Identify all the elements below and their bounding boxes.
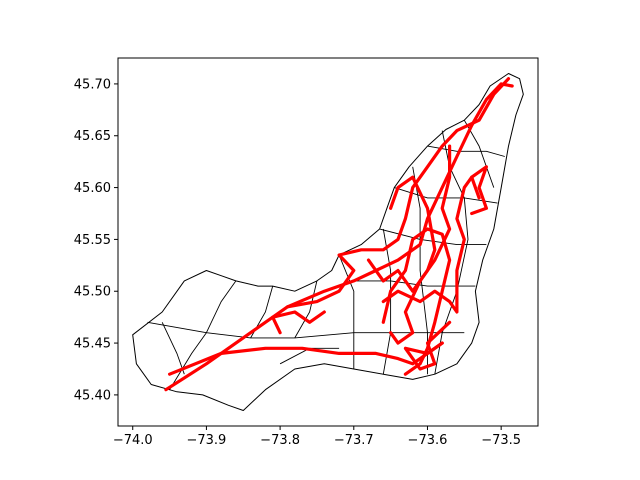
- route-7: [470, 165, 488, 216]
- x-tick-label: −74.0: [113, 433, 153, 448]
- island-outline: [132, 73, 524, 411]
- route-5: [366, 175, 437, 293]
- district-boundary-2: [205, 280, 237, 333]
- route-9: [403, 320, 452, 371]
- y-tick-label: 45.70: [74, 77, 111, 92]
- district-boundaries-layer: [147, 119, 505, 390]
- route-6: [389, 144, 452, 345]
- district-boundary-5: [338, 254, 355, 369]
- y-tick-label: 45.50: [74, 285, 111, 300]
- route-2: [285, 77, 511, 309]
- y-axis: 45.40 45.45 45.50 45.55 45.60 45.65 45.70: [74, 77, 118, 403]
- y-tick-label: 45.45: [74, 337, 111, 352]
- y-tick-label: 45.65: [74, 129, 111, 144]
- district-boundary-6: [382, 228, 392, 375]
- route-1: [168, 341, 444, 376]
- district-boundary-4: [294, 280, 318, 339]
- district-boundary-0: [147, 321, 465, 339]
- routes-layer: [164, 77, 514, 392]
- x-axis: −74.0 −73.9 −73.8 −73.7 −73.6 −73.5: [113, 426, 521, 448]
- x-tick-label: −73.5: [481, 433, 521, 448]
- district-boundary-15: [161, 322, 185, 375]
- district-boundary-7: [412, 166, 428, 375]
- island-outline-layer: [132, 73, 524, 411]
- x-tick-label: −73.9: [186, 433, 226, 448]
- y-tick-label: 45.60: [74, 181, 111, 196]
- route-3: [381, 227, 452, 376]
- route-8: [271, 310, 326, 335]
- x-tick-label: −73.6: [408, 433, 448, 448]
- district-boundary-1: [169, 332, 207, 390]
- x-tick-label: −73.8: [260, 433, 300, 448]
- y-tick-label: 45.55: [74, 233, 111, 248]
- plot-frame: [117, 57, 539, 427]
- x-tick-label: −73.7: [334, 433, 374, 448]
- y-tick-label: 45.40: [74, 388, 111, 403]
